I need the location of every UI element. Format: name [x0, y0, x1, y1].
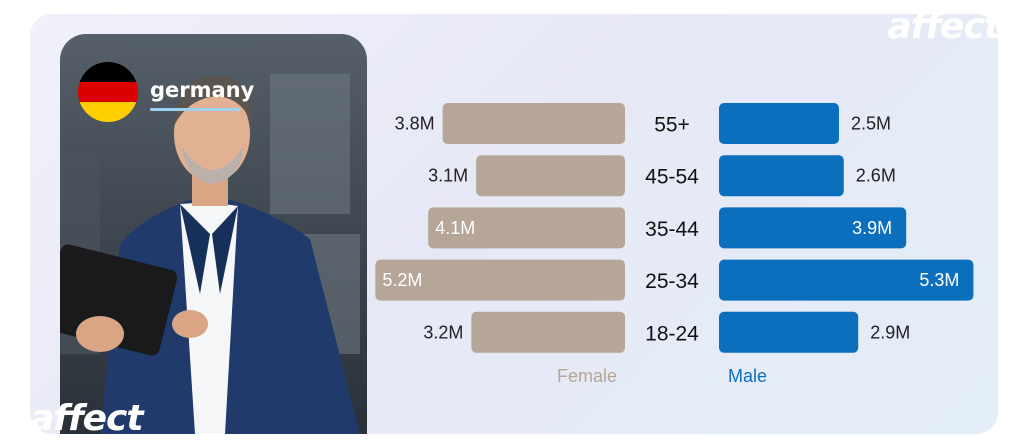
bar-female-35-44 [428, 207, 625, 249]
label-male-55+: 2.5M [851, 114, 891, 134]
label-male-35-44: 3.9M [852, 218, 892, 238]
label-female-18-24: 3.2M [423, 322, 463, 342]
label-male-45-54: 2.6M [856, 166, 896, 186]
bar-female-25-34 [375, 259, 625, 301]
country-label: germany [150, 78, 255, 102]
flag-stripe-black [78, 62, 138, 82]
age-group-label-45-54: 45-54 [645, 166, 699, 189]
bar-male-45-54 [719, 155, 844, 197]
brand-logo-bottom: affect [30, 398, 144, 439]
bar-male-35-44 [719, 207, 907, 249]
flag-stripe-red [78, 82, 138, 102]
label-female-45-54: 3.1M [428, 166, 468, 186]
legend-male: Male [728, 366, 768, 386]
label-female-35-44: 4.1M [435, 218, 475, 238]
bar-female-18-24 [471, 311, 625, 353]
age-group-label-55+: 55+ [654, 114, 690, 137]
legend-female: Female [557, 366, 618, 386]
label-female-55+: 3.8M [395, 114, 435, 134]
bar-male-25-34 [719, 259, 974, 301]
age-group-label-35-44: 35-44 [645, 218, 699, 241]
age-group-label-18-24: 18-24 [645, 322, 699, 345]
label-male-18-24: 2.9M [870, 322, 910, 342]
country-underline [150, 108, 240, 111]
label-female-25-34: 5.2M [382, 270, 422, 290]
flag-stripe-gold [78, 102, 138, 122]
age-group-label-25-34: 25-34 [645, 270, 699, 293]
label-male-25-34: 5.3M [919, 270, 959, 290]
bar-female-45-54 [476, 155, 625, 197]
bar-female-55+ [442, 103, 625, 144]
brand-logo-top: affect [887, 6, 1001, 47]
bar-male-18-24 [719, 311, 859, 353]
bar-male-55+ [719, 103, 839, 144]
germany-flag-icon [78, 62, 138, 122]
